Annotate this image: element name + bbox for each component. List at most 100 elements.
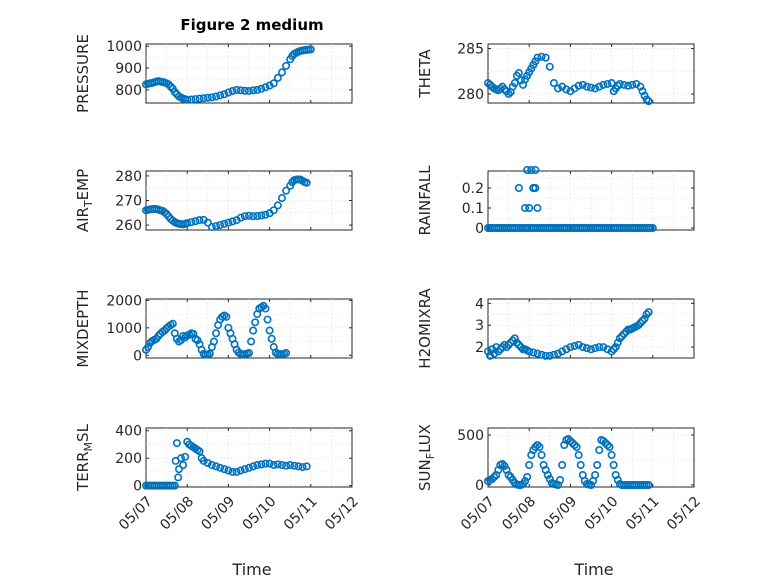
data-point [253,461,262,470]
data-point [261,210,270,219]
y-axis-label: SUNFLUX [416,424,437,491]
data-point [638,316,647,325]
data-point [232,467,241,476]
data-point [516,76,525,85]
data-point [228,467,237,476]
data-point [181,452,190,461]
data-point [224,88,233,97]
x-axis-label-right: Time [573,560,613,579]
data-point [160,326,169,335]
data-point [541,351,550,360]
y-tick-label: 285 [457,42,484,58]
data-point [164,80,173,89]
data-point [265,326,274,335]
data-point [576,460,585,469]
data-point [599,343,608,352]
y-tick-label: 2 [475,340,484,356]
data-point [531,184,540,193]
data-point [562,345,571,354]
data-point [228,217,237,226]
data-point [220,90,229,99]
data-point [203,218,212,227]
data-point [183,219,192,228]
x-tick-label: 05/11 [281,494,321,534]
data-point [195,447,204,456]
data-point [154,332,163,341]
data-point [533,53,542,62]
x-tick-label: 05/12 [322,494,362,534]
data-point [265,459,274,468]
panel-air-temp: 260 270 280 AIRTEMP [74,169,353,234]
data-point [521,204,530,213]
data-point [554,84,563,93]
x-tick-label: 05/11 [623,494,663,534]
data-point [257,84,266,93]
data-point [512,338,521,347]
data-point [220,219,229,228]
data-point [619,80,628,89]
data-point [172,439,181,448]
data-point [634,321,643,330]
data-point [195,216,204,225]
data-point [174,473,183,482]
y-tick-label: 260 [115,218,142,234]
y-axis-label: MIXDEPTH [74,289,92,367]
data-point [177,454,186,463]
data-point [636,82,645,91]
data-point [183,95,192,104]
panel-terr-msl: 0 200 400 05/07 05/08 05/09 05/10 05/11 05/12 TER… [74,423,362,533]
data-point [531,166,540,175]
data-point [582,344,591,353]
data-point [197,345,206,354]
y-tick-label: 0 [133,348,142,364]
y-axis-label: H2OMIXRA [416,288,434,369]
data-point [591,470,600,479]
data-point [644,97,653,106]
data-point [261,459,270,468]
data-point [179,461,188,470]
data-point [216,221,225,230]
panel-rainfall: 0 0.1 0.2 RAINFALL [416,165,695,237]
data-point [644,480,653,489]
y-tick-label: 800 [115,83,142,99]
data-point [582,82,591,91]
y-tick-label: 1000 [106,39,142,55]
data-point [199,94,208,103]
data-point [549,79,558,88]
data-point [247,337,256,346]
data-point [263,315,272,324]
data-point [282,461,291,470]
data-point [490,472,499,481]
data-point [554,349,563,358]
data-point [240,86,249,95]
panel-sun-flux: 0 500 05/07 05/08 05/09 05/10 05/11 05/12 SUNFLU… [416,424,704,533]
data-point [207,461,216,470]
data-point [607,347,616,356]
data-point [523,472,532,481]
data-point [496,84,505,93]
x-axis-label-left: Time [231,560,271,579]
y-tick-label: 4 [475,296,484,312]
data-point [595,343,604,352]
data-point [191,95,200,104]
data-point [593,460,602,469]
data-point [170,88,179,97]
y-axis-label: TERRMSL [74,423,95,492]
data-point [545,351,554,360]
panel-pressure: 800 900 1000 PRESSURE [74,34,353,113]
panel-theta: 280 285 THETA [416,42,695,106]
data-point [286,461,295,470]
data-point [282,61,291,70]
data-point [599,436,608,445]
data-point [525,347,534,356]
data-point [203,93,212,102]
x-tick-label: 05/09 [540,494,580,534]
data-point [245,349,254,358]
data-point [570,440,579,449]
y-tick-label: 400 [115,424,142,440]
data-point [253,85,262,94]
data-point [572,442,581,451]
data-point [591,84,600,93]
data-point [609,345,618,354]
